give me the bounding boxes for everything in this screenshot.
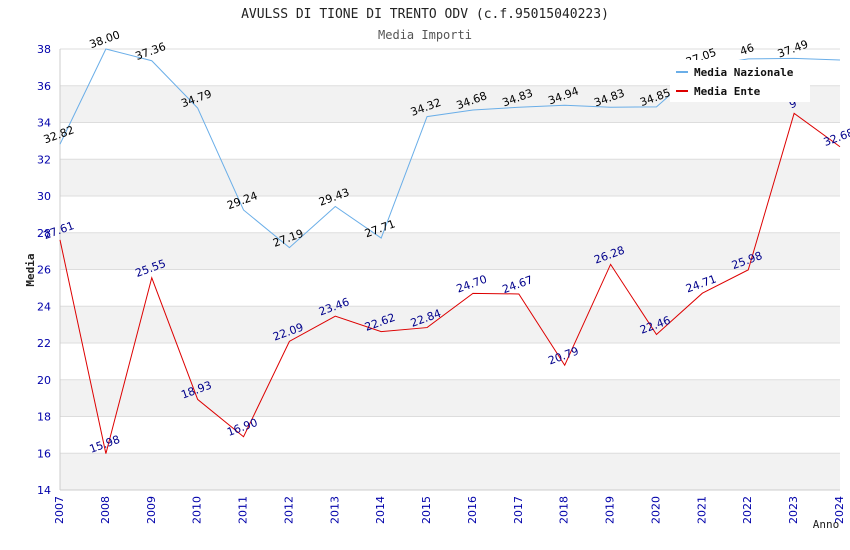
x-tick-label: 2010	[191, 496, 204, 524]
x-tick-label: 2015	[420, 496, 433, 524]
grid-band	[60, 159, 840, 196]
data-label-media-nazionale: 38.00	[88, 28, 122, 51]
y-tick-label: 20	[37, 374, 51, 387]
grid-band	[60, 379, 840, 417]
x-tick-label: 2024	[833, 496, 846, 524]
chart-subtitle: Media Importi	[378, 28, 472, 42]
x-tick-label: 2014	[374, 496, 387, 524]
x-tick-label: 2016	[466, 496, 479, 524]
y-tick-label: 28	[37, 227, 51, 240]
y-tick-label: 24	[37, 300, 51, 313]
y-tick-label: 18	[37, 411, 51, 424]
grid-band	[60, 122, 840, 160]
legend-label: Media Nazionale	[694, 66, 794, 79]
y-tick-label: 36	[37, 80, 51, 93]
x-tick-label: 2012	[282, 496, 295, 524]
grid-band	[60, 453, 840, 490]
x-tick-label: 2023	[787, 496, 800, 524]
x-tick-label: 2020	[649, 496, 662, 524]
y-axis: 14 16 18 20 22 24 26 28 30 32 34 36 38	[37, 43, 51, 497]
grid-band	[60, 196, 840, 233]
legend-box	[670, 60, 810, 102]
legend: Media Nazionale Media Ente	[670, 60, 810, 102]
x-tick-label: 2017	[512, 496, 525, 524]
x-tick-label: 2021	[695, 496, 708, 524]
x-tick-label: 2019	[604, 496, 617, 524]
x-tick-label: 2013	[328, 496, 341, 524]
y-tick-label: 30	[37, 190, 51, 203]
y-tick-label: 38	[37, 43, 51, 56]
y-tick-label: 22	[37, 337, 51, 350]
x-tick-label: 2011	[237, 496, 250, 524]
data-label-media-ente: 9	[787, 97, 798, 112]
x-tick-label: 2022	[741, 496, 754, 524]
x-tick-label: 2007	[53, 496, 66, 524]
grid-band	[60, 416, 840, 454]
y-axis-label: Media	[24, 253, 37, 286]
y-tick-label: 16	[37, 447, 51, 460]
chart-title: AVULSS DI TIONE DI TRENTO ODV (c.f.95015…	[241, 7, 609, 22]
x-axis-label: Anno	[813, 518, 840, 531]
plot-background	[59, 48, 840, 491]
x-axis: 2007 2008 2009 2010 2011 2012 2013 2014 2015 2016…	[53, 496, 846, 524]
y-tick-label: 14	[37, 484, 51, 497]
x-tick-label: 2009	[145, 496, 158, 524]
data-label-media-nazionale: 46	[738, 41, 756, 58]
grid-band	[60, 232, 840, 270]
grid-band	[60, 343, 840, 380]
x-tick-label: 2008	[99, 496, 112, 524]
legend-label: Media Ente	[694, 85, 761, 98]
grid-band	[60, 269, 840, 307]
grid-band	[60, 306, 840, 343]
y-tick-label: 32	[37, 153, 51, 166]
y-tick-label: 26	[37, 264, 51, 277]
series-line-media-ente	[59, 112, 841, 454]
y-tick-label: 34	[37, 117, 51, 130]
x-tick-label: 2018	[558, 496, 571, 524]
